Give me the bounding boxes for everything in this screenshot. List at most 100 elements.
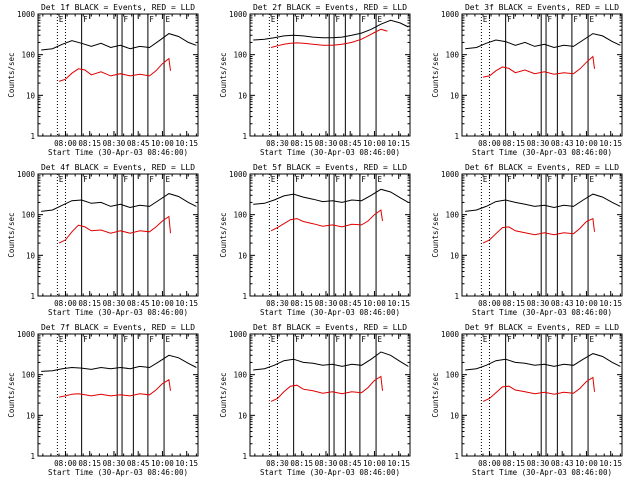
x-axis-label: Start Time (30-Apr-03 08:46:00) [472, 308, 612, 317]
x-tick-label: 08:30 [315, 459, 338, 468]
x-tick-label: 08:45 [339, 459, 362, 468]
chart-panel-2: Det 2f BLACK = Events, RED = LLD 1 10 100 10… [219, 3, 411, 157]
chart-panel-6: Det 6f BLACK = Events, RED = LLD 1 10 100 10… [431, 163, 623, 317]
x-tick-label: 10:15 [387, 459, 410, 468]
y-tick-label: 100 [233, 371, 247, 380]
x-axis-label: Start Time (30-Apr-03 08:46:00) [260, 308, 400, 317]
marker-label: F [573, 15, 578, 24]
x-tick-label: 08:30 [527, 139, 550, 148]
marker-label: F [573, 175, 578, 184]
y-tick-label: 1 [242, 132, 247, 141]
x-axis-label: Start Time (30-Apr-03 08:46:00) [260, 148, 400, 157]
chart-title: Det 3f BLACK = Events, RED = LLD [465, 3, 619, 12]
x-tick-label: 08:15 [502, 139, 525, 148]
x-tick-label: 10:00 [151, 459, 174, 468]
x-tick-label: 08:30 [315, 139, 338, 148]
marker-label: F [361, 15, 366, 24]
plot-frame [461, 13, 623, 137]
lld-series-line [482, 55, 595, 78]
chart-title: Det 9f BLACK = Events, RED = LLD [465, 323, 619, 332]
marker-label: E [483, 175, 488, 184]
y-tick-label: 1000 [229, 10, 248, 19]
chart-title: Det 7f BLACK = Events, RED = LLD [41, 323, 195, 332]
x-tick-label: 08:00 [478, 459, 501, 468]
y-axis-label: Counts/sec [219, 52, 228, 97]
y-tick-label: 10 [238, 411, 248, 420]
x-tick-label: 10:15 [387, 139, 410, 148]
events-series-line [41, 193, 197, 212]
marker-label: F [548, 335, 553, 344]
marker-label: F [149, 335, 154, 344]
chart-panel-5: Det 5f BLACK = Events, RED = LLD 1 10 100 10… [219, 163, 411, 317]
marker-label: E [378, 175, 383, 184]
x-axis-label: Start Time (30-Apr-03 08:46:00) [48, 148, 188, 157]
x-tick-label: 08:00 [54, 299, 77, 308]
x-tick-label: 08:15 [78, 139, 101, 148]
y-tick-label: 10 [450, 91, 460, 100]
x-tick-label: 08:43 [551, 139, 574, 148]
lld-series-line [58, 57, 171, 82]
y-tick-label: 1000 [17, 10, 36, 19]
x-axis-label: Start Time (30-Apr-03 08:46:00) [260, 468, 400, 477]
lld-series-line [270, 28, 388, 48]
marker-label: F [295, 15, 300, 24]
y-tick-label: 1000 [441, 170, 460, 179]
y-tick-label: 1 [30, 452, 35, 461]
y-tick-label: 100 [445, 211, 459, 220]
y-tick-label: 1000 [17, 170, 36, 179]
y-tick-label: 1 [454, 132, 459, 141]
y-tick-label: 10 [26, 251, 36, 260]
y-tick-label: 10 [238, 91, 248, 100]
marker-label: E [166, 335, 171, 344]
y-tick-label: 1000 [229, 170, 248, 179]
plot-frame [37, 13, 199, 137]
x-tick-label: 08:45 [127, 459, 150, 468]
x-tick-label: 08:30 [266, 299, 289, 308]
marker-label: E [271, 175, 276, 184]
x-tick-label: 08:15 [502, 459, 525, 468]
x-axis-label: Start Time (30-Apr-03 08:46:00) [48, 468, 188, 477]
x-axis-label: Start Time (30-Apr-03 08:46:00) [472, 468, 612, 477]
x-tick-label: 10:00 [151, 299, 174, 308]
marker-label: F [548, 175, 553, 184]
y-axis-label: Counts/sec [7, 372, 16, 417]
chart-title: Det 4f BLACK = Events, RED = LLD [41, 163, 195, 172]
y-tick-label: 10 [26, 91, 36, 100]
x-tick-label: 10:15 [599, 459, 622, 468]
lld-series-line [270, 375, 383, 402]
marker-label: E [590, 15, 595, 24]
chart-title: Det 1f BLACK = Events, RED = LLD [41, 3, 195, 12]
x-tick-label: 08:00 [54, 139, 77, 148]
x-tick-label: 08:45 [339, 299, 362, 308]
plot-frame [461, 173, 623, 297]
x-tick-label: 08:15 [290, 459, 313, 468]
marker-label: E [271, 335, 276, 344]
y-tick-label: 1 [242, 292, 247, 301]
y-axis-label: Counts/sec [431, 52, 440, 97]
marker-label: F [361, 175, 366, 184]
marker-label: E [483, 15, 488, 24]
x-tick-label: 10:00 [363, 299, 386, 308]
y-tick-label: 100 [233, 211, 247, 220]
events-series-line [465, 353, 621, 371]
marker-label: E [378, 15, 383, 24]
x-tick-label: 10:15 [175, 299, 198, 308]
y-axis-label: Counts/sec [7, 52, 16, 97]
marker-label: E [378, 335, 383, 344]
marker-label: F [149, 175, 154, 184]
y-tick-label: 1000 [441, 330, 460, 339]
marker-label: F [149, 15, 154, 24]
y-tick-label: 1000 [229, 330, 248, 339]
x-tick-label: 08:00 [478, 299, 501, 308]
marker-label: F [507, 335, 512, 344]
y-tick-label: 1 [30, 292, 35, 301]
y-tick-label: 100 [233, 51, 247, 60]
y-axis-label: Counts/sec [7, 212, 16, 257]
y-tick-label: 1 [242, 452, 247, 461]
x-tick-label: 08:45 [127, 299, 150, 308]
chart-panel-8: Det 8f BLACK = Events, RED = LLD 1 10 100 10… [219, 323, 411, 477]
x-tick-label: 08:00 [478, 139, 501, 148]
x-tick-label: 10:00 [575, 299, 598, 308]
marker-label: E [166, 175, 171, 184]
